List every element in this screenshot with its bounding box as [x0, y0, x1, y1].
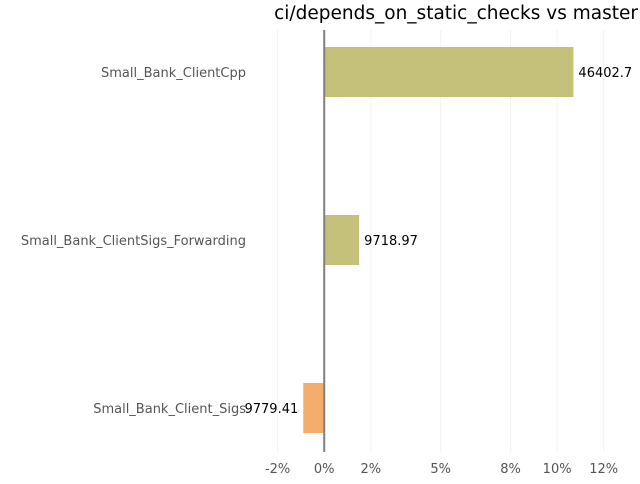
x-tick-label: -2%	[265, 462, 290, 477]
data-label: 9779.41	[244, 402, 298, 417]
x-tick-label: 10%	[543, 462, 572, 477]
bar	[324, 47, 574, 97]
bar	[324, 215, 360, 265]
x-tick-label: 8%	[500, 462, 521, 477]
category-label: Small_Bank_ClientSigs_Forwarding	[21, 234, 246, 249]
x-tick-label: 5%	[430, 462, 451, 477]
data-labels: 46402.7 9718.97 9779.41	[244, 66, 632, 417]
data-label: 9718.97	[364, 234, 418, 249]
x-tick-label: 12%	[589, 462, 618, 477]
chart-title: ci/depends_on_static_checks vs master	[274, 3, 638, 24]
category-label: Small_Bank_ClientCpp	[101, 66, 246, 81]
x-tick-label: 2%	[360, 462, 381, 477]
bars	[303, 47, 574, 433]
data-label: 46402.7	[578, 66, 632, 81]
bar	[303, 383, 325, 433]
x-tick-labels: -2% 0% 2% 5% 8% 10% 12%	[265, 462, 618, 477]
category-label: Small_Bank_Client_Sigs	[93, 402, 246, 417]
x-tick-label: 0%	[314, 462, 335, 477]
category-labels: Small_Bank_ClientCpp Small_Bank_ClientSig…	[21, 66, 246, 417]
